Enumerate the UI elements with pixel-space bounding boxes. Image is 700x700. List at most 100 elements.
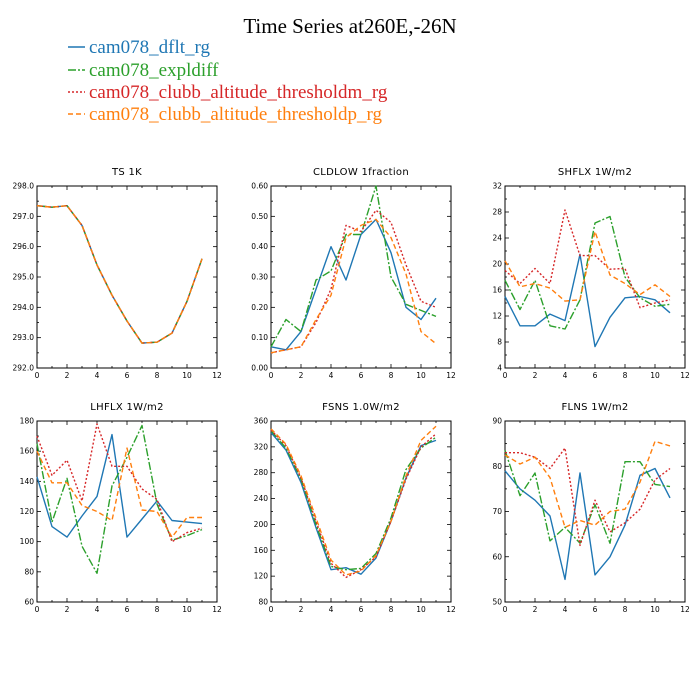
- y-tick-label: 16: [492, 286, 502, 295]
- y-tick-label: 280: [254, 468, 269, 477]
- series-line: [270, 429, 437, 579]
- y-tick-label: 80: [24, 567, 34, 576]
- series-line: [504, 230, 671, 302]
- x-tick-label: 8: [155, 371, 160, 380]
- y-tick-label: 160: [254, 546, 269, 555]
- x-tick-label: 4: [563, 371, 568, 380]
- y-tick-label: 298.0: [13, 182, 35, 191]
- series-line: [270, 209, 437, 354]
- y-tick-label: 100: [20, 537, 35, 546]
- x-tick-label: 12: [446, 605, 456, 614]
- panel-title: FSNS 1.0W/m2: [322, 402, 400, 413]
- chart-panel: FSNS 1.0W/m2 0 2 4 6 8 10 12 80 120 160 200 240 280 32…: [254, 402, 456, 614]
- x-tick-label: 6: [359, 371, 364, 380]
- x-tick-label: 8: [389, 371, 394, 380]
- x-tick-label: 2: [533, 605, 538, 614]
- x-tick-label: 0: [503, 371, 508, 380]
- x-tick-label: 0: [269, 605, 274, 614]
- series-line: [270, 218, 437, 354]
- series-line: [504, 215, 671, 330]
- series-line: [504, 209, 671, 309]
- x-tick-label: 10: [416, 371, 426, 380]
- x-tick-label: 12: [680, 371, 690, 380]
- x-tick-label: 6: [593, 605, 598, 614]
- y-tick-label: 50: [492, 598, 502, 607]
- y-tick-label: 90: [492, 417, 502, 426]
- series-line: [504, 450, 671, 544]
- chart-panel: LHFLX 1W/m2 0 2 4 6 8 10 12 60 80 100 120 140 160 180: [20, 402, 222, 614]
- x-tick-label: 2: [65, 371, 70, 380]
- x-tick-label: 8: [155, 605, 160, 614]
- y-tick-label: 0.60: [251, 182, 268, 191]
- x-tick-label: 8: [389, 605, 394, 614]
- legend-item: cam078_clubb_altitude_thresholdp_rg: [68, 104, 383, 125]
- series-line: [36, 423, 203, 543]
- series-line: [36, 204, 203, 344]
- y-tick-label: 28: [492, 208, 502, 217]
- x-tick-label: 6: [593, 371, 598, 380]
- series-line: [505, 447, 671, 547]
- panel-title: FLNS 1W/m2: [561, 402, 628, 413]
- series-line: [36, 447, 202, 538]
- y-tick-label: 24: [492, 234, 502, 243]
- y-tick-label: 140: [20, 477, 35, 486]
- y-tick-label: 0.10: [251, 333, 268, 342]
- y-tick-label: 0.40: [251, 242, 268, 251]
- legend-item: cam078_clubb_altitude_thresholdm_rg: [68, 82, 388, 103]
- x-tick-label: 4: [329, 605, 334, 614]
- legend: cam078_dflt_rg cam078_expldiff cam078_cl…: [68, 37, 388, 125]
- plot-frame: [504, 185, 686, 369]
- x-tick-label: 4: [563, 605, 568, 614]
- chart-panel: CLDLOW 1fraction 0 2 4 6 8 10 12 0.00 0.10 0.20 0.3…: [251, 167, 456, 380]
- series-line: [270, 425, 437, 576]
- x-tick-label: 2: [65, 605, 70, 614]
- panel-title: SHFLX 1W/m2: [558, 167, 632, 178]
- series-line: [270, 432, 437, 575]
- panel-title: TS 1K: [111, 167, 142, 178]
- x-tick-label: 12: [212, 371, 222, 380]
- y-tick-label: 120: [20, 507, 35, 516]
- legend-label: cam078_clubb_altitude_thresholdp_rg: [89, 104, 383, 125]
- plot-frame: [36, 185, 218, 369]
- y-tick-label: 296.0: [13, 242, 35, 251]
- y-tick-label: 160: [20, 447, 35, 456]
- y-tick-label: 60: [492, 552, 502, 561]
- legend-item: cam078_dflt_rg: [68, 37, 211, 58]
- y-tick-label: 320: [254, 442, 269, 451]
- x-tick-label: 10: [182, 371, 192, 380]
- series-line: [270, 185, 437, 348]
- x-tick-label: 0: [269, 371, 274, 380]
- plot-frame: [270, 185, 452, 369]
- y-tick-label: 0.50: [251, 212, 268, 221]
- x-tick-label: 10: [650, 371, 660, 380]
- x-tick-label: 10: [650, 605, 660, 614]
- legend-item: cam078_expldiff: [68, 60, 219, 81]
- series-line: [504, 440, 671, 528]
- series-line: [270, 430, 437, 571]
- x-tick-label: 2: [533, 371, 538, 380]
- x-tick-label: 2: [299, 371, 304, 380]
- x-tick-label: 2: [299, 605, 304, 614]
- y-tick-label: 12: [492, 312, 502, 321]
- y-tick-label: 70: [492, 507, 502, 516]
- x-tick-label: 6: [359, 605, 364, 614]
- panels: TS 1K0 2 4 6 8 10 12292.0293.0294.0295.0296.02…: [13, 167, 690, 614]
- y-tick-label: 120: [254, 572, 269, 581]
- x-tick-label: 6: [125, 605, 130, 614]
- y-tick-label: 360: [254, 417, 269, 426]
- x-tick-label: 0: [503, 605, 508, 614]
- chart-panel: FLNS 1W/m2 0 2 4 6 8 10 12 50 60 70 80 90: [492, 402, 690, 614]
- x-tick-label: 12: [446, 371, 456, 380]
- x-tick-label: 8: [623, 605, 628, 614]
- panel-title: CLDLOW 1fraction: [313, 167, 409, 178]
- x-tick-label: 6: [125, 371, 130, 380]
- x-tick-label: 0: [35, 371, 40, 380]
- y-tick-label: 8: [497, 338, 502, 347]
- legend-label: cam078_clubb_altitude_thresholdm_rg: [89, 82, 388, 103]
- chart-panel: TS 1K 0 2 4 6 8 10 12 292.0 293.0 294.0 295.0 296.0 2…: [13, 167, 222, 380]
- series-line: [270, 218, 437, 351]
- x-tick-label: 8: [623, 371, 628, 380]
- y-tick-label: 240: [254, 494, 269, 503]
- y-tick-label: 32: [492, 182, 502, 191]
